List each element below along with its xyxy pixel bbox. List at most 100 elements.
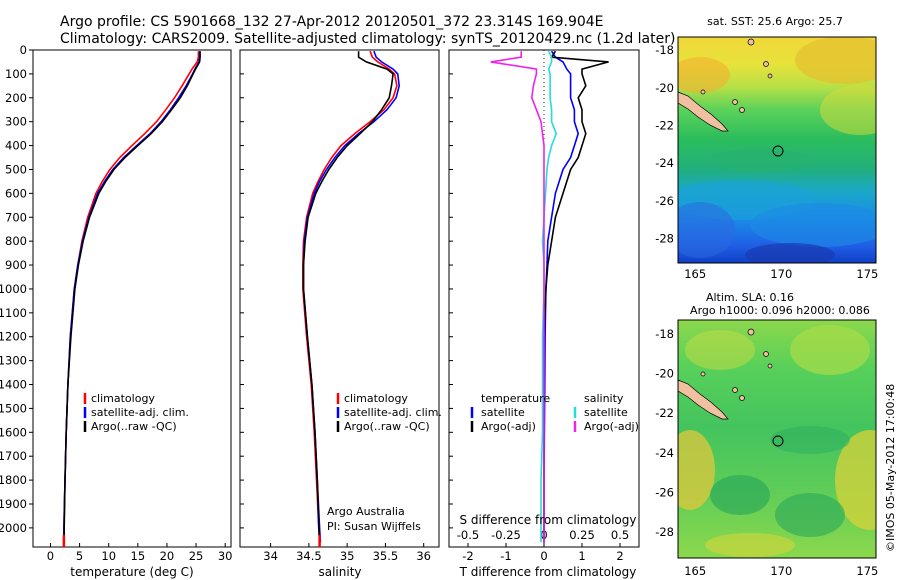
temperature-panel bbox=[32, 49, 232, 548]
sla-landmass bbox=[677, 379, 729, 420]
series-line bbox=[543, 50, 580, 543]
depth-tick-label: 2000 bbox=[0, 521, 27, 535]
legend-label-t-argo: Argo(-adj) bbox=[481, 420, 536, 433]
s-difference-tick-label: 0.5 bbox=[611, 528, 629, 542]
sst-island bbox=[767, 73, 773, 79]
depth-tick-label: 1600 bbox=[0, 425, 27, 439]
s-difference-xlabel: S difference from climatology bbox=[460, 513, 637, 527]
salinity-xlabel: salinity bbox=[318, 565, 361, 579]
imos-watermark: ©IMOS 05-May-2012 17:00:48 bbox=[884, 384, 897, 552]
map-lat-tick-label: -22 bbox=[655, 119, 674, 133]
legend-label-climatology: climatology bbox=[91, 392, 155, 405]
legend-label-t-satellite: satellite bbox=[481, 406, 525, 419]
depth-tick-label: 1700 bbox=[0, 449, 27, 463]
map-lon-tick-label: 170 bbox=[770, 267, 792, 281]
sla-island bbox=[732, 387, 738, 393]
t-difference-tick-label: -1 bbox=[500, 549, 511, 563]
depth-tick-label: 200 bbox=[5, 91, 27, 105]
t-difference-tick-label: 0 bbox=[540, 549, 547, 563]
temperature-tick-label: 30 bbox=[218, 549, 233, 563]
depth-tick-label: 100 bbox=[5, 67, 27, 81]
map-lat-tick-label: -28 bbox=[655, 525, 674, 539]
depth-tick-label: 1500 bbox=[0, 401, 27, 415]
salinity-legend: climatology satellite-adj. clim. Argo(..… bbox=[336, 392, 442, 433]
sst-map-title: sat. SST: 25.6 Argo: 25.7 bbox=[707, 15, 843, 28]
depth-tick-label: 1100 bbox=[0, 306, 27, 320]
legend-label-s-argo: Argo(-adj) bbox=[584, 420, 639, 433]
map-lon-tick-label: 170 bbox=[770, 564, 792, 578]
t-difference-tick-label: -2 bbox=[462, 549, 473, 563]
t-difference-tick-label: 2 bbox=[616, 549, 623, 563]
legend-label-argo: Argo(..raw -QC) bbox=[91, 420, 177, 433]
sst-landmass bbox=[677, 91, 729, 132]
sla-island bbox=[763, 351, 769, 357]
temperature-xlabel: temperature (deg C) bbox=[70, 565, 193, 579]
depth-tick-label: 900 bbox=[5, 258, 27, 272]
temperature-tick-label: 25 bbox=[189, 549, 204, 563]
sla-map-title-1: Altim. SLA: 0.16 bbox=[706, 291, 794, 304]
series-line bbox=[543, 50, 609, 543]
sla-island bbox=[747, 328, 755, 336]
depth-tick-label: 1900 bbox=[0, 497, 27, 511]
legend-label-argo: Argo(..raw -QC) bbox=[344, 420, 430, 433]
depth-tick-label: 1200 bbox=[0, 330, 27, 344]
sst-island bbox=[739, 107, 745, 113]
sla-map-title-2: Argo h1000: 0.096 h2000: 0.086 bbox=[690, 304, 870, 317]
temperature-tick-label: 0 bbox=[47, 549, 54, 563]
depth-tick-label: 300 bbox=[5, 115, 27, 129]
map-lat-tick-label: -20 bbox=[655, 81, 674, 95]
map-lat-tick-label: -24 bbox=[655, 156, 674, 170]
map-lat-tick-label: -24 bbox=[655, 446, 674, 460]
series-line bbox=[302, 50, 401, 543]
sla-island bbox=[739, 395, 745, 401]
depth-tick-label: 500 bbox=[5, 162, 27, 176]
series-line bbox=[302, 51, 394, 543]
sla-map bbox=[678, 320, 876, 558]
depth-tick-label: 800 bbox=[5, 234, 27, 248]
depth-tick-label: 1000 bbox=[0, 282, 27, 296]
sst-island bbox=[747, 38, 755, 46]
map-lat-tick-label: -20 bbox=[655, 367, 674, 381]
sst-float-marker bbox=[772, 145, 784, 157]
salinity-tick-label: 35 bbox=[340, 549, 355, 563]
series-line bbox=[63, 51, 201, 543]
difference-legend: temperature satellite Argo(-adj) salinit… bbox=[470, 392, 639, 433]
operator-label: Argo Australia bbox=[327, 505, 405, 518]
salinity-tick-label: 34.5 bbox=[296, 549, 322, 563]
sla-float-marker bbox=[772, 435, 784, 447]
map-lon-tick-label: 175 bbox=[856, 267, 878, 281]
temperature-tick-label: 15 bbox=[131, 549, 146, 563]
map-lon-tick-label: 175 bbox=[856, 564, 878, 578]
sla-island bbox=[700, 371, 706, 377]
s-difference-tick-label: 0.25 bbox=[569, 528, 595, 542]
sst-map bbox=[678, 37, 876, 263]
depth-tick-label: 0 bbox=[20, 43, 27, 57]
legend-head-salinity: salinity bbox=[584, 392, 624, 405]
temperature-tick-label: 5 bbox=[76, 549, 83, 563]
series-line bbox=[63, 51, 200, 543]
sst-island bbox=[732, 99, 738, 105]
temperature-tick-label: 20 bbox=[160, 549, 175, 563]
pi-label: PI: Susan Wijffels bbox=[327, 520, 421, 533]
map-lat-tick-label: -18 bbox=[655, 43, 674, 57]
temperature-legend: climatology satellite-adj. clim. Argo(..… bbox=[83, 392, 189, 433]
s-difference-tick-label: -0.25 bbox=[491, 528, 521, 542]
legend-label-satellite: satellite-adj. clim. bbox=[344, 406, 442, 419]
depth-tick-label: 400 bbox=[5, 139, 27, 153]
sla-island bbox=[767, 363, 773, 369]
legend-label-satellite: satellite-adj. clim. bbox=[91, 406, 189, 419]
map-lat-tick-label: -18 bbox=[655, 327, 674, 341]
legend-head-temperature: temperature bbox=[481, 392, 550, 405]
map-lon-tick-label: 165 bbox=[684, 267, 706, 281]
legend-label-s-satellite: satellite bbox=[584, 406, 628, 419]
t-difference-xlabel: T difference from climatology bbox=[459, 565, 637, 579]
t-difference-tick-label: 1 bbox=[578, 549, 585, 563]
depth-tick-label: 600 bbox=[5, 186, 27, 200]
map-lat-tick-label: -22 bbox=[655, 406, 674, 420]
salinity-tick-label: 35.5 bbox=[373, 549, 399, 563]
depth-tick-label: 700 bbox=[5, 210, 27, 224]
legend-label-climatology: climatology bbox=[344, 392, 408, 405]
map-lon-tick-label: 165 bbox=[684, 564, 706, 578]
series-line bbox=[540, 50, 558, 543]
